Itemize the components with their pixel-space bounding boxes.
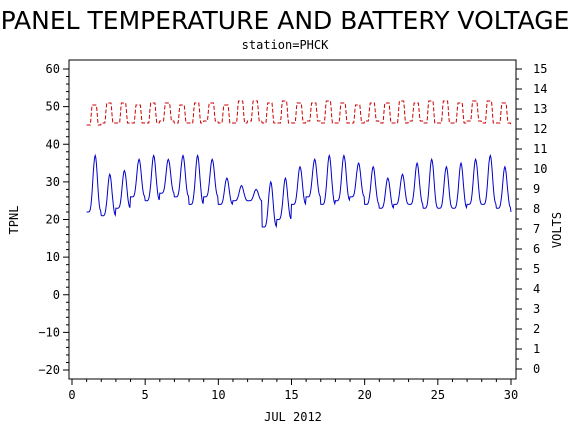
y-left-tick-label: −10 <box>38 325 60 339</box>
x-tick-label: 10 <box>211 388 225 402</box>
y-right-tick-label: 9 <box>533 182 540 196</box>
left-axis: −20 −10 0 10 20 30 40 50 60 <box>38 62 69 377</box>
x-axis-label: JUL 2012 <box>264 410 322 424</box>
y-right-tick-label: 0 <box>533 362 540 376</box>
y-left-tick-label: 0 <box>53 288 60 302</box>
x-tick-label: 0 <box>68 388 75 402</box>
y-left-tick-label: 10 <box>46 250 60 264</box>
x-tick-label: 30 <box>504 388 518 402</box>
y-left-tick-label: 40 <box>46 137 60 151</box>
x-tick-label: 5 <box>142 388 149 402</box>
series-line-volts <box>86 100 512 126</box>
y-axis-right-label: VOLTS <box>550 212 564 248</box>
chart-title: PANEL TEMPERATURE AND BATTERY VOLTAGE <box>1 6 570 35</box>
y-right-tick-label: 14 <box>533 82 547 96</box>
series-line-tpnl <box>86 153 512 229</box>
y-left-tick-label: −20 <box>38 363 60 377</box>
y-right-tick-label: 1 <box>533 342 540 356</box>
y-left-tick-label: 60 <box>46 62 60 76</box>
x-tick-label: 25 <box>431 388 445 402</box>
y-right-tick-label: 5 <box>533 262 540 276</box>
chart-subtitle: station=PHCK <box>242 38 329 52</box>
y-left-tick-label: 50 <box>46 100 60 114</box>
y-right-tick-label: 7 <box>533 222 540 236</box>
x-axis: 0 5 10 15 20 25 30 <box>68 379 518 402</box>
y-right-tick-label: 12 <box>533 122 547 136</box>
y-left-tick-label: 30 <box>46 175 60 189</box>
y-right-tick-label: 4 <box>533 282 540 296</box>
plot-frame <box>68 59 517 380</box>
series-layer <box>86 100 512 229</box>
y-right-tick-label: 10 <box>533 162 547 176</box>
y-right-tick-label: 11 <box>533 142 547 156</box>
y-right-tick-label: 8 <box>533 202 540 216</box>
y-right-tick-label: 15 <box>533 62 547 76</box>
y-right-tick-label: 6 <box>533 242 540 256</box>
x-tick-label: 15 <box>284 388 298 402</box>
y-right-tick-label: 2 <box>533 322 540 336</box>
y-left-tick-label: 20 <box>46 213 60 227</box>
y-axis-left-label: TPNL <box>7 206 21 235</box>
x-tick-label: 20 <box>357 388 371 402</box>
y-right-tick-label: 3 <box>533 302 540 316</box>
y-right-tick-label: 13 <box>533 102 547 116</box>
